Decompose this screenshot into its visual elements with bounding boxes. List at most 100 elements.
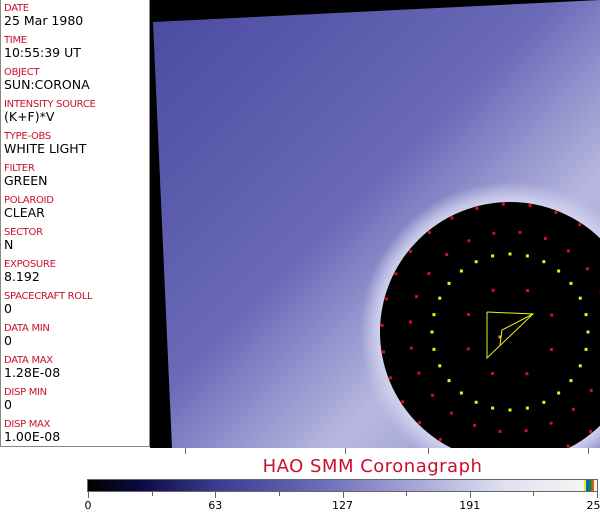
header-field: EXPOSURE 8.192 [4, 259, 56, 284]
field-label: EXPOSURE [4, 259, 56, 270]
colorbar-minor-tick [278, 492, 280, 496]
yellow-marker [584, 347, 588, 351]
header-field: OBJECT SUN:CORONA [4, 67, 90, 92]
field-value: 0 [4, 301, 12, 316]
triangle-outline [486, 311, 535, 360]
red-marker [526, 289, 530, 293]
field-value: (K+F)*V [4, 109, 55, 124]
header-field: TYPE-OBS WHITE LIGHT [4, 131, 86, 156]
markers [380, 202, 600, 448]
yellow-marker [474, 400, 478, 404]
yellow-marker [432, 347, 436, 351]
yellow-marker [525, 254, 529, 258]
header-field: TIME 10:55:39 UT [4, 35, 81, 60]
colorbar-tick-label: 0 [84, 499, 92, 512]
field-value: 10:55:39 UT [4, 45, 81, 60]
header-field: SPACECRAFT ROLL 0 [4, 291, 93, 316]
header-info-panel: DATE 25 Mar 1980 TIME 10:55:39 UT OBJECT SUN:… [0, 0, 150, 447]
yellow-marker [508, 408, 512, 412]
yellow-marker [569, 281, 573, 285]
axis-tick [185, 448, 186, 454]
triangle-notch [499, 313, 534, 346]
red-marker [524, 429, 528, 433]
yellow-marker [557, 269, 561, 273]
occulter-disk [380, 202, 600, 448]
field-label: DISP MIN [4, 387, 47, 398]
colorbar-tick-label: 63 [208, 499, 223, 512]
red-marker [466, 347, 470, 351]
field-label: DATA MIN [4, 323, 50, 334]
yellow-marker [542, 400, 546, 404]
field-value: CLEAR [4, 205, 45, 220]
red-marker [380, 323, 384, 327]
red-marker [589, 429, 593, 433]
red-marker [450, 411, 454, 415]
colorbar-minor-tick [533, 492, 535, 496]
colorbar [87, 479, 598, 492]
red-marker [491, 288, 495, 292]
colorbar-tick-label: 255 [586, 499, 600, 512]
red-marker [431, 393, 435, 397]
colorbar-tick [597, 492, 598, 498]
red-marker [414, 295, 418, 299]
red-marker [585, 267, 589, 271]
field-label: FILTER [4, 163, 35, 174]
red-marker [475, 206, 479, 210]
red-marker [467, 312, 471, 316]
yellow-marker [525, 406, 529, 410]
field-value: N [4, 237, 14, 252]
red-marker [550, 313, 554, 317]
header-field: DISP MIN 0 [4, 387, 47, 412]
field-value: GREEN [4, 173, 48, 188]
axis-tick [588, 448, 589, 454]
field-label: TYPE-OBS [4, 131, 51, 142]
field-label: OBJECT [4, 67, 40, 78]
center-marker [498, 335, 502, 339]
yellow-marker [586, 330, 590, 334]
red-marker [467, 239, 471, 243]
red-marker [427, 272, 431, 276]
field-value: 25 Mar 1980 [4, 13, 84, 28]
image-title: HAO SMM Coronagraph [262, 456, 483, 477]
field-label: DATA MAX [4, 355, 53, 366]
colorbar-tick [215, 492, 217, 498]
colorbar-minor-tick [406, 492, 408, 496]
header-field: INTENSITY SOURCE (K+F)*V [4, 99, 96, 124]
red-marker [498, 430, 502, 434]
colorbar-minor-tick [151, 492, 153, 496]
red-marker [445, 253, 449, 257]
header-field: DATA MIN 0 [4, 323, 50, 348]
field-label: INTENSITY SOURCE [4, 99, 96, 110]
yellow-marker [542, 260, 546, 264]
colorbar-tick [342, 492, 344, 498]
header-field: DISP MAX 1.00E-08 [4, 419, 60, 444]
colorbar-tick-label: 191 [459, 499, 481, 512]
yellow-marker [430, 330, 434, 334]
red-marker [566, 249, 570, 253]
yellow-marker [432, 313, 436, 317]
header-field: SECTOR N [4, 227, 43, 252]
red-marker [409, 346, 413, 350]
header-field: POLAROID CLEAR [4, 195, 54, 220]
field-value: 1.00E-08 [4, 429, 61, 444]
header-field: FILTER GREEN [4, 163, 48, 188]
red-marker [554, 211, 558, 215]
yellow-marker [474, 260, 478, 264]
coronagraph-image [150, 0, 600, 448]
red-marker [528, 204, 532, 208]
header-field: DATE 25 Mar 1980 [4, 3, 83, 28]
field-value: WHITE LIGHT [4, 141, 87, 156]
yellow-marker [578, 296, 582, 300]
yellow-marker [557, 391, 561, 395]
yellow-marker [508, 252, 512, 256]
field-label: POLAROID [4, 195, 54, 206]
colorbar-tick [88, 492, 89, 498]
red-marker [408, 320, 412, 324]
colorbar-tick-label: 127 [332, 499, 353, 512]
field-value: 0 [4, 397, 12, 412]
field-value: 0 [4, 333, 12, 348]
red-marker [578, 223, 582, 227]
axis-tick [428, 448, 429, 454]
red-marker [389, 376, 393, 380]
red-marker [525, 372, 529, 376]
